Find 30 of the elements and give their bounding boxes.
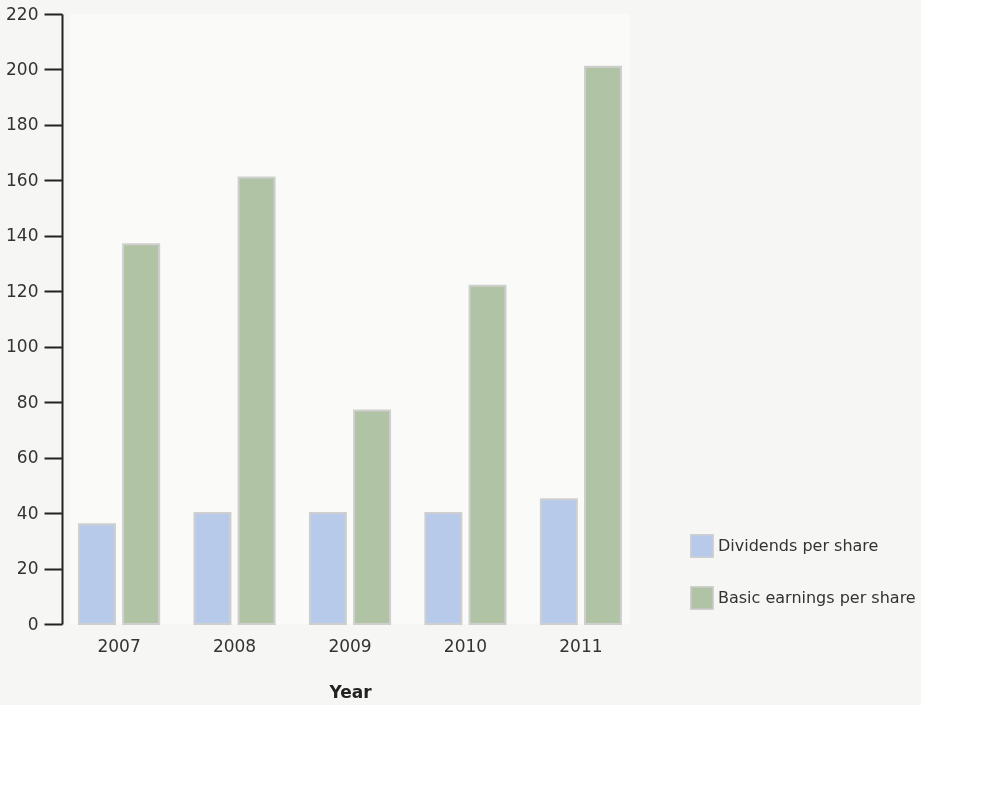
y-tick-label: 160 — [6, 169, 39, 190]
bar — [539, 498, 578, 625]
bar — [78, 523, 116, 625]
x-tick-label: 2008 — [212, 635, 257, 656]
y-tick-label: 100 — [6, 336, 39, 357]
x-tick-label: 2007 — [97, 635, 141, 656]
bar — [424, 512, 463, 625]
bar — [308, 512, 347, 625]
y-tick-label: 220 — [6, 3, 39, 24]
y-tick-label: 120 — [6, 280, 39, 301]
x-tick-label: 2010 — [443, 635, 488, 656]
y-tick-label: 0 — [27, 613, 39, 634]
y-tick-label: 140 — [6, 225, 39, 246]
y-tick-label: 200 — [6, 58, 39, 79]
x-tick-label: 2009 — [328, 635, 372, 656]
bar — [584, 65, 622, 625]
legend-label: Dividends per share — [718, 536, 879, 555]
bar — [353, 409, 392, 625]
y-tick-label: 80 — [16, 391, 39, 412]
y-tick-label: 40 — [16, 502, 39, 523]
x-tick-label: 2011 — [559, 635, 603, 656]
bar — [468, 284, 507, 625]
y-tick-label: 60 — [16, 447, 39, 468]
legend-label: Basic earnings per share — [718, 588, 916, 607]
y-tick-label: 180 — [6, 114, 39, 135]
bar — [193, 512, 232, 625]
bar — [237, 176, 276, 625]
x-axis-title: Year — [328, 681, 373, 702]
y-tick-label: 20 — [16, 558, 39, 579]
bar — [122, 243, 161, 625]
